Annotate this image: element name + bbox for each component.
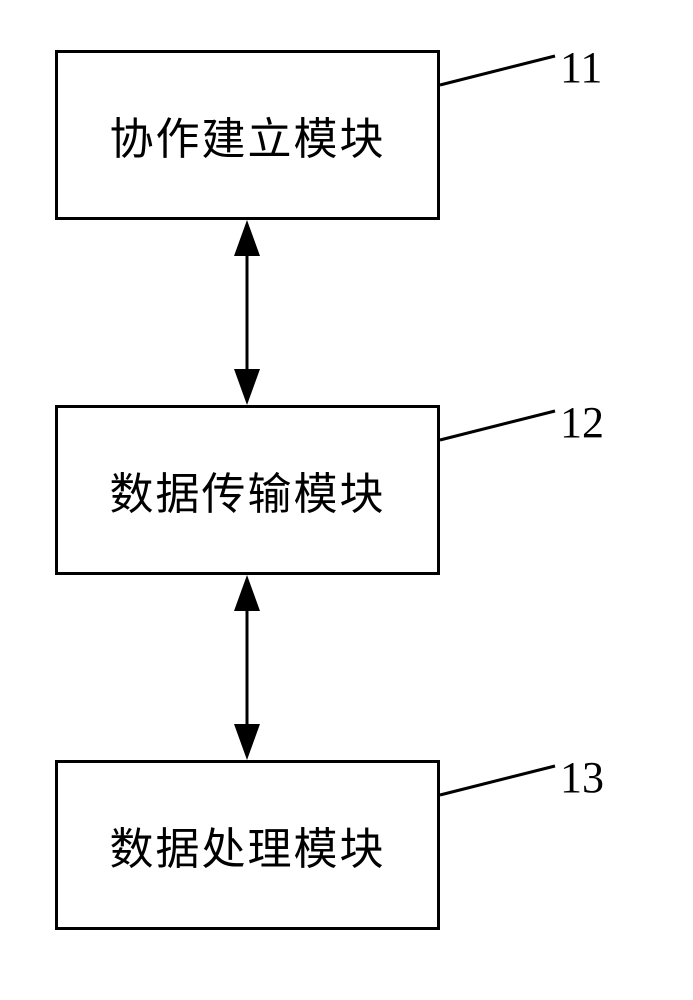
ref-number-2: 12 bbox=[560, 397, 604, 448]
double-arrow-2 bbox=[234, 575, 260, 760]
module-box-1: 协作建立模块 bbox=[55, 50, 440, 220]
module-label-3: 数据处理模块 bbox=[110, 813, 386, 877]
module-box-3: 数据处理模块 bbox=[55, 760, 440, 930]
leader-line-2 bbox=[440, 411, 555, 440]
module-box-2: 数据传输模块 bbox=[55, 405, 440, 575]
leader-line-1 bbox=[440, 56, 555, 85]
module-label-2: 数据传输模块 bbox=[110, 458, 386, 522]
double-arrow-1 bbox=[234, 220, 260, 405]
diagram-canvas: 协作建立模块 11 数据传输模块 12 数据处理模块 13 bbox=[0, 0, 693, 1000]
module-label-1: 协作建立模块 bbox=[110, 103, 386, 167]
leader-line-3 bbox=[440, 766, 555, 795]
ref-number-3: 13 bbox=[560, 752, 604, 803]
ref-number-1: 11 bbox=[560, 42, 602, 93]
